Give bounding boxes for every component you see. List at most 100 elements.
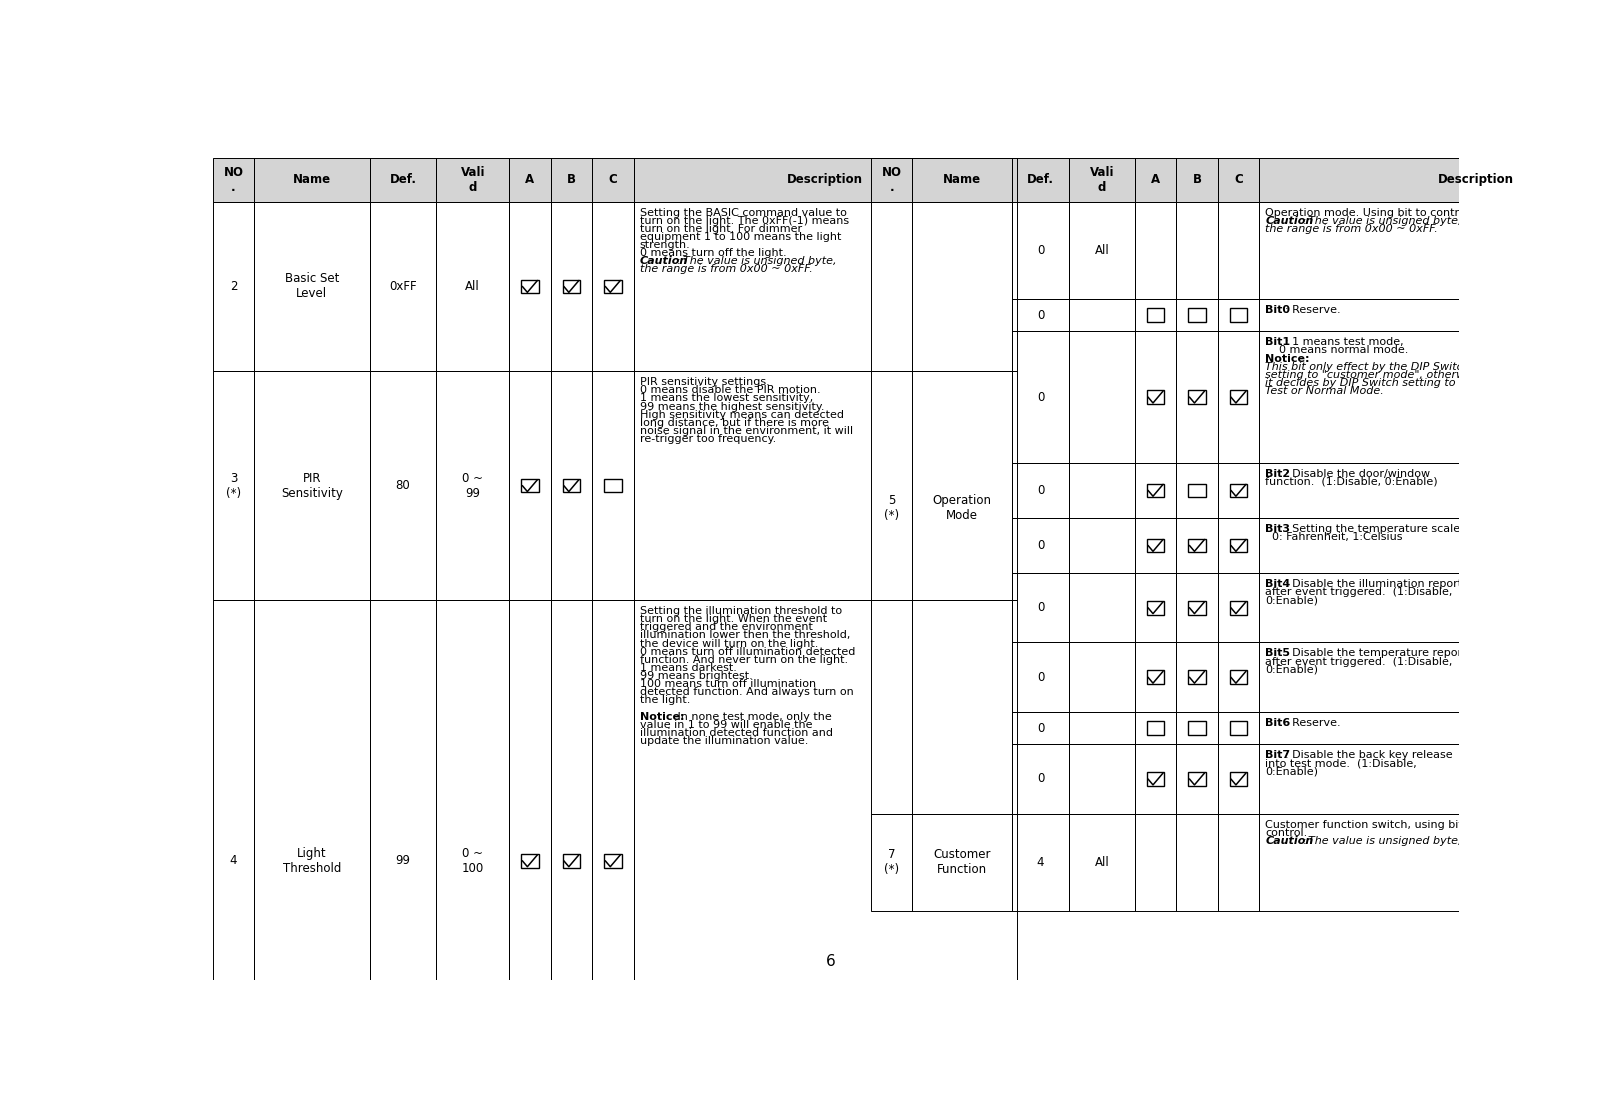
Text: Customer function switch, using bit: Customer function switch, using bit [1266, 819, 1464, 830]
Text: 0: 0 [1037, 671, 1044, 684]
Bar [370, 371, 436, 600]
Text: :: : [1303, 836, 1310, 846]
Text: 0:Enable): 0:Enable) [1266, 665, 1318, 675]
Bar [1217, 157, 1260, 201]
Bar [212, 371, 254, 600]
Bar [1188, 538, 1206, 553]
Bar [1012, 462, 1070, 517]
Bar [634, 600, 1016, 1101]
Bar [212, 600, 254, 1101]
Text: 4: 4 [230, 854, 237, 868]
Bar [562, 280, 580, 293]
Text: In none test mode, only the: In none test mode, only the [674, 711, 832, 722]
Text: 4: 4 [1037, 855, 1044, 869]
Bar [1188, 721, 1206, 734]
Text: Bit5: Bit5 [1266, 648, 1290, 658]
Bar [436, 371, 509, 600]
Bar [1260, 331, 1621, 462]
Bar [1135, 462, 1177, 517]
Bar [436, 371, 509, 600]
Text: 0: 0 [1037, 244, 1044, 257]
Bar [1260, 299, 1621, 331]
Bar [634, 371, 1016, 600]
Bar [1230, 308, 1247, 321]
Text: Def.: Def. [1028, 173, 1054, 186]
Text: The value is unsigned byte,: The value is unsigned byte, [682, 257, 836, 266]
Bar [1217, 299, 1260, 331]
Text: it decides by DIP Switch setting to: it decides by DIP Switch setting to [1266, 378, 1456, 388]
Bar [520, 854, 538, 868]
Text: illumination lower then the threshold,: illumination lower then the threshold, [640, 631, 849, 641]
Bar [870, 814, 913, 912]
Bar [1260, 573, 1621, 643]
Text: : 1 means test mode,: : 1 means test mode, [1285, 337, 1404, 347]
Text: illumination detected function and: illumination detected function and [640, 728, 833, 738]
Text: 0 ~
99: 0 ~ 99 [462, 471, 483, 500]
Bar [1230, 772, 1247, 786]
Text: : Disable the temperature report: : Disable the temperature report [1285, 648, 1467, 658]
Bar [1177, 814, 1217, 912]
Bar [1146, 308, 1164, 321]
Bar [1260, 744, 1621, 814]
Bar [1217, 573, 1260, 643]
Bar [254, 371, 370, 600]
Text: Basic Set
Level: Basic Set Level [285, 272, 339, 301]
Bar [634, 201, 1016, 371]
Bar [1070, 573, 1135, 643]
Bar [1070, 299, 1135, 331]
Bar [1260, 643, 1621, 712]
Text: after event triggered.  (1:Disable,: after event triggered. (1:Disable, [1266, 587, 1452, 597]
Bar [562, 479, 580, 492]
Text: This bit only effect by the DIP Switch: This bit only effect by the DIP Switch [1266, 361, 1470, 372]
Bar [1177, 201, 1217, 299]
Bar [1070, 814, 1135, 912]
Text: Bit2: Bit2 [1266, 469, 1290, 479]
Bar [1146, 390, 1164, 404]
Bar [1070, 462, 1135, 517]
Bar [436, 600, 509, 1101]
Text: 0 ~
100: 0 ~ 100 [462, 847, 483, 875]
Text: long distance, but if there is more: long distance, but if there is more [640, 417, 828, 428]
Bar [1217, 462, 1260, 517]
Bar [1070, 643, 1135, 712]
Bar [509, 157, 551, 201]
Bar [1260, 573, 1621, 643]
Text: Customer
Function: Customer Function [934, 849, 990, 876]
Bar [1070, 712, 1135, 744]
Bar [1135, 299, 1177, 331]
Bar [1012, 814, 1070, 912]
Bar [1217, 201, 1260, 299]
Bar [1217, 517, 1260, 573]
Bar [370, 600, 436, 1101]
Text: Caution: Caution [1266, 836, 1313, 846]
Bar [520, 479, 538, 492]
Bar [1260, 643, 1621, 712]
Bar [254, 600, 370, 1101]
Text: after event triggered.  (1:Disable,: after event triggered. (1:Disable, [1266, 656, 1452, 666]
Text: 0 means turn off the light.: 0 means turn off the light. [640, 248, 786, 259]
Text: 0: 0 [1037, 308, 1044, 321]
Text: 1 means darkest.: 1 means darkest. [640, 663, 736, 673]
Bar [212, 201, 254, 371]
Bar [1260, 814, 1621, 912]
Bar [605, 479, 621, 492]
Text: : Reserve.: : Reserve. [1285, 305, 1341, 315]
Text: into test mode.  (1:Disable,: into test mode. (1:Disable, [1266, 759, 1417, 768]
Text: All: All [1094, 244, 1109, 257]
Text: : Reserve.: : Reserve. [1285, 718, 1341, 728]
Bar [913, 201, 1012, 814]
Bar [370, 201, 436, 371]
Bar [1135, 517, 1177, 573]
Bar [1260, 299, 1621, 331]
Text: 99 means the highest sensitivity.: 99 means the highest sensitivity. [640, 402, 825, 412]
Text: detected function. And always turn on: detected function. And always turn on [640, 687, 854, 697]
Text: 0: 0 [1037, 538, 1044, 552]
Bar [1135, 517, 1177, 573]
Text: function. And never turn on the light.: function. And never turn on the light. [640, 655, 848, 665]
Text: 0: 0 [1037, 391, 1044, 404]
Bar [634, 157, 1016, 201]
Text: 0: Fahrenheit, 1:Celsius: 0: Fahrenheit, 1:Celsius [1266, 532, 1402, 542]
Bar [1217, 299, 1260, 331]
Bar [1012, 744, 1070, 814]
Bar [1177, 643, 1217, 712]
